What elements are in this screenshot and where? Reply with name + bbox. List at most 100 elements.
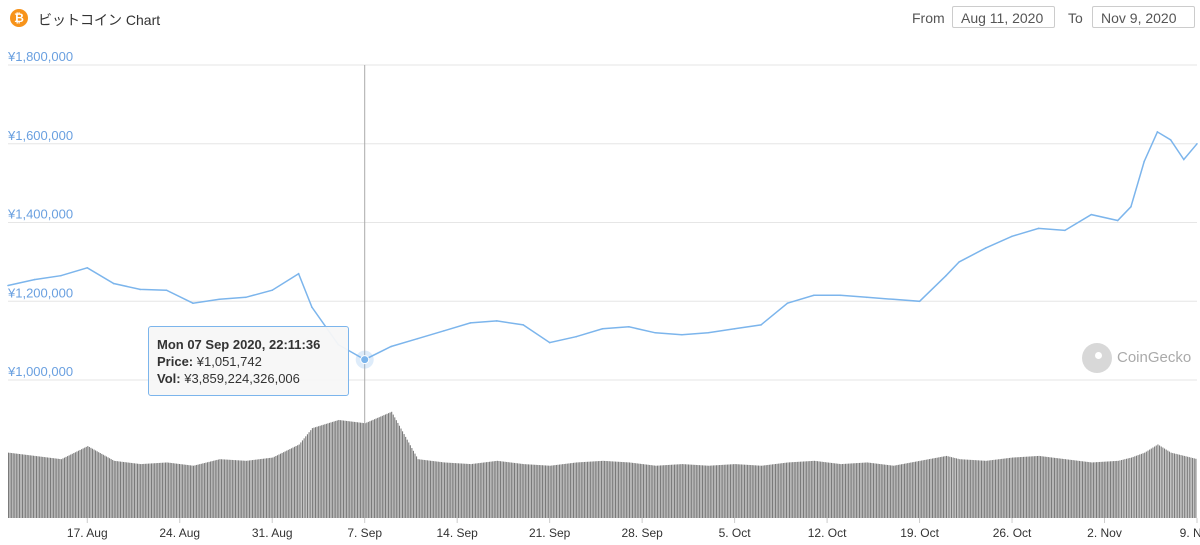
volume-bar	[68, 455, 70, 518]
volume-bar	[39, 456, 41, 518]
volume-bar	[750, 465, 752, 518]
volume-bar	[807, 461, 809, 518]
volume-bar	[548, 465, 550, 518]
from-date-input[interactable]: Aug 11, 2020	[952, 6, 1055, 28]
volume-bar	[846, 463, 848, 518]
volume-bar	[1064, 459, 1066, 518]
volume-bar	[517, 463, 519, 518]
volume-bar	[1095, 462, 1098, 518]
volume-bar	[1125, 458, 1128, 518]
volume-bar	[49, 457, 52, 518]
volume-bar	[1046, 456, 1048, 518]
volume-bar	[849, 463, 851, 518]
volume-bar	[137, 463, 139, 518]
volume-bar	[150, 463, 153, 518]
volume-bar	[771, 464, 774, 518]
volume-bar	[1007, 458, 1009, 518]
volume-bar	[1145, 451, 1147, 518]
volume-bar	[720, 464, 722, 518]
volume-bar	[1147, 450, 1149, 518]
volume-bar	[1035, 456, 1037, 518]
volume-bar	[802, 461, 805, 518]
volume-bar	[521, 463, 523, 518]
price-point	[1182, 158, 1185, 161]
volume-bar	[687, 464, 690, 518]
volume-bar	[611, 461, 613, 518]
volume-bar	[26, 454, 28, 518]
axis-labels: ¥1,000,000 ¥1,200,000 ¥1,400,000 ¥1,600,000…	[7, 49, 1200, 540]
volume-bar	[1016, 457, 1018, 518]
volume-bar	[916, 461, 918, 518]
volume-bar	[921, 460, 923, 518]
volume-bar	[163, 462, 165, 518]
volume-bar	[622, 462, 624, 518]
volume-bar	[886, 464, 889, 518]
volume-bar	[585, 461, 587, 518]
volume-bar	[588, 461, 590, 518]
volume-bar	[593, 461, 595, 518]
volume-bar	[977, 460, 979, 518]
volume-bar	[489, 461, 491, 518]
volume-bar	[816, 461, 819, 518]
volume-bar	[180, 464, 182, 518]
volume-bar	[220, 459, 223, 518]
chart-title: ビットコイン Chart	[38, 12, 161, 28]
volume-bar	[60, 459, 62, 518]
volume-bar	[681, 464, 683, 518]
volume-bar	[313, 427, 315, 518]
volume-bar	[650, 465, 652, 518]
volume-bar	[835, 463, 837, 518]
volume-bar	[639, 463, 641, 518]
volume-bar	[485, 462, 488, 518]
volume-bar	[1001, 458, 1003, 518]
volume-bar	[1175, 453, 1177, 518]
volume-bar	[152, 463, 154, 518]
volume-bar	[563, 463, 565, 518]
volume-bars	[8, 411, 1197, 518]
volume-bar	[1067, 459, 1070, 518]
volume-bar	[905, 463, 907, 518]
volume-bar	[88, 446, 90, 518]
volume-bar	[191, 465, 193, 518]
volume-bar	[247, 460, 249, 518]
volume-bar	[380, 416, 382, 518]
volume-bar	[1004, 458, 1006, 518]
to-date-input[interactable]: Nov 9, 2020	[1092, 6, 1195, 28]
volume-bar	[495, 461, 497, 518]
volume-bar	[1140, 453, 1142, 518]
volume-bar	[692, 464, 694, 518]
volume-bar	[1088, 462, 1090, 518]
volume-bar	[762, 465, 764, 518]
volume-bar	[1185, 456, 1187, 518]
volume-bar	[757, 465, 760, 518]
volume-bar	[403, 434, 405, 518]
volume-bar	[669, 464, 671, 518]
volume-bar	[666, 465, 668, 518]
volume-bar	[733, 464, 735, 518]
volume-bar	[203, 463, 205, 518]
volume-bar	[984, 460, 986, 518]
volume-bar	[970, 459, 972, 518]
volume-bar	[706, 465, 708, 518]
volume-bar	[300, 442, 302, 518]
price-point	[548, 341, 551, 344]
volume-bar	[1149, 449, 1151, 518]
volume-bar	[1129, 457, 1131, 518]
volume-bar	[1040, 456, 1042, 518]
volume-bar	[904, 463, 906, 518]
volume-bar	[15, 453, 17, 518]
price-point	[733, 328, 736, 330]
volume-bar	[1182, 455, 1184, 518]
volume-bar	[748, 464, 750, 518]
volume-bar	[199, 464, 201, 518]
volume-bar	[84, 447, 86, 518]
volume-bar	[602, 460, 604, 518]
volume-bar	[295, 446, 297, 518]
volume-bar	[1159, 445, 1161, 518]
volume-bar	[143, 463, 145, 518]
volume-bar	[353, 421, 355, 518]
volume-bar	[840, 464, 842, 518]
volume-bar	[546, 465, 548, 518]
volume-bar	[310, 430, 312, 518]
